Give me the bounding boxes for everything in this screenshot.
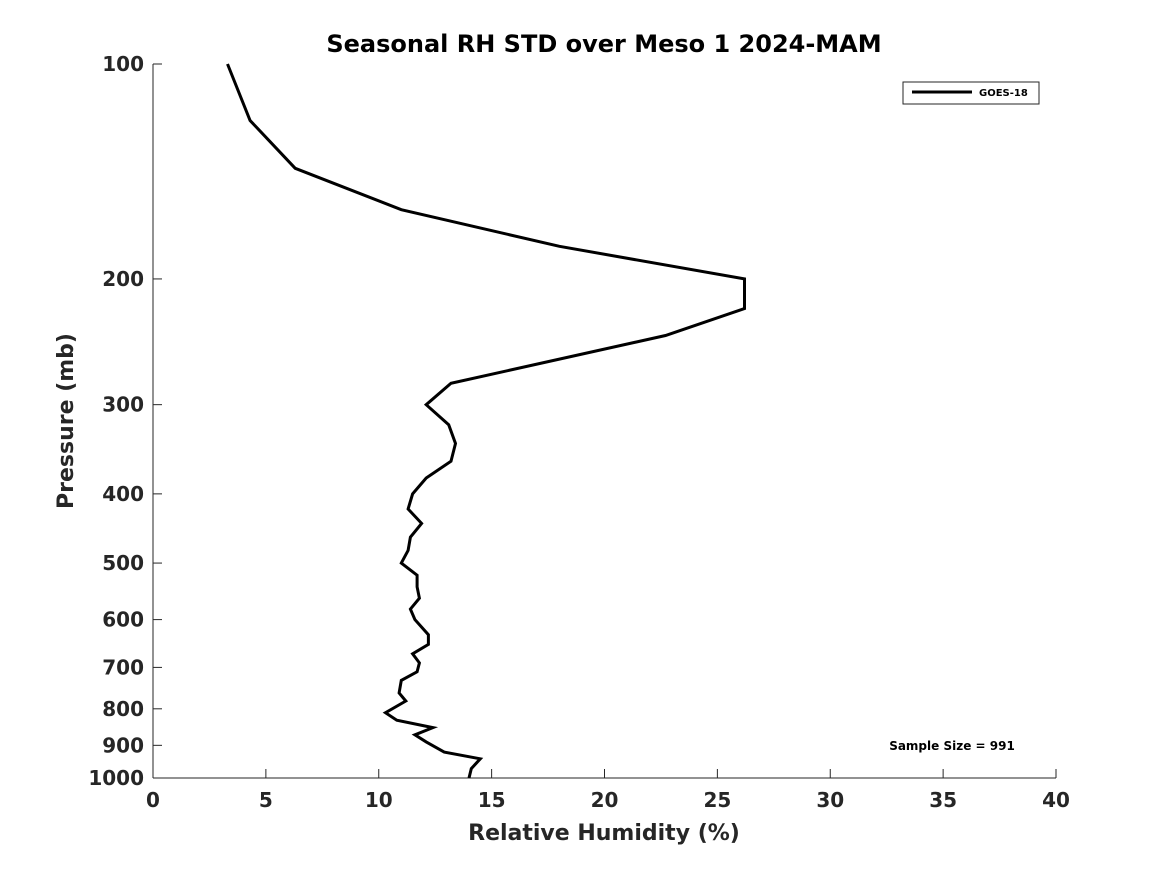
x-tick-label: 35 [929, 788, 957, 812]
y-tick-label: 200 [102, 267, 144, 291]
x-tick-label: 5 [259, 788, 273, 812]
x-tick-label: 25 [703, 788, 731, 812]
x-tick-label: 15 [478, 788, 506, 812]
y-tick-label: 600 [102, 608, 144, 632]
chart-title: Seasonal RH STD over Meso 1 2024-MAM [326, 30, 881, 58]
axes [152, 64, 1056, 779]
y-tick-label: 500 [102, 551, 144, 575]
series-line-goes-18 [226, 63, 746, 779]
legend-entry-goes-18: GOES-18 [979, 88, 1028, 99]
y-axis-ticks: 100 200 300 400 500 600 700 800 900 1000 [88, 52, 162, 790]
y-tick-label: 100 [102, 52, 144, 76]
x-tick-label: 30 [816, 788, 844, 812]
x-axis-label: Relative Humidity (%) [468, 821, 740, 846]
y-tick-label: 1000 [88, 766, 144, 790]
series-layer [226, 63, 746, 779]
x-tick-label: 0 [146, 788, 160, 812]
x-tick-label: 10 [365, 788, 393, 812]
legend: GOES-18 [902, 81, 1040, 105]
sample-size-annotation: Sample Size = 991 [889, 739, 1015, 753]
y-tick-label: 400 [102, 482, 144, 506]
x-axis-ticks: 0 5 10 15 20 25 30 35 40 [146, 769, 1070, 812]
x-tick-label: 20 [591, 788, 619, 812]
x-tick-label: 40 [1042, 788, 1070, 812]
y-tick-label: 700 [102, 655, 144, 679]
y-tick-label: 900 [102, 733, 144, 757]
y-axis-label: Pressure (mb) [54, 333, 79, 509]
y-tick-label: 800 [102, 697, 144, 721]
y-tick-label: 300 [102, 393, 144, 417]
